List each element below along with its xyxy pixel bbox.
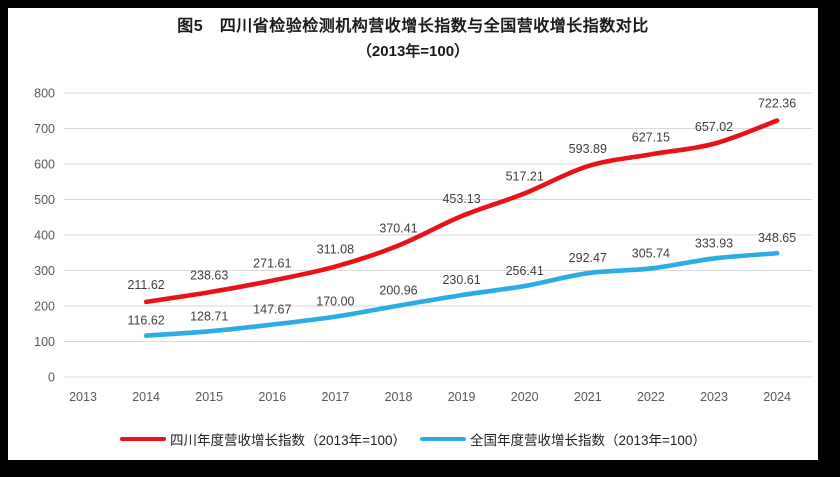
data-label: 657.02	[695, 120, 733, 134]
data-label: 593.89	[569, 142, 607, 156]
data-label: 256.41	[506, 264, 544, 278]
chart-canvas: 图5 四川省检验检测机构营收增长指数与全国营收增长指数对比 （2013年=100…	[8, 8, 818, 460]
x-axis-tick-label: 2019	[448, 390, 476, 404]
data-label: 722.36	[758, 97, 796, 111]
x-axis-tick-label: 2018	[385, 390, 413, 404]
x-axis-tick-label: 2016	[258, 390, 286, 404]
x-axis-tick-label: 2021	[574, 390, 602, 404]
y-axis-tick-label: 400	[34, 229, 55, 243]
data-label: 333.93	[695, 236, 733, 250]
y-axis-tick-label: 0	[48, 371, 55, 385]
data-label: 311.08	[317, 243, 354, 257]
sichuan-line-swatch-icon	[120, 436, 167, 442]
y-axis-tick-label: 500	[34, 193, 55, 207]
y-axis-tick-label: 700	[34, 122, 55, 136]
chart-legend: 四川年度营收增长指数（2013年=100） 全国年度营收增长指数（2013年=1…	[8, 429, 818, 449]
data-label: 453.13	[442, 192, 480, 206]
data-label: 116.62	[127, 314, 164, 328]
data-label: 170.00	[316, 295, 354, 309]
data-label: 292.47	[569, 251, 607, 265]
legend-item-sichuan: 四川年度营收增长指数（2013年=100）	[120, 429, 406, 449]
sichuan-index-line	[143, 118, 780, 305]
y-axis-tick-label: 100	[34, 335, 55, 349]
legend-label-national: 全国年度营收增长指数（2013年=100）	[470, 433, 706, 448]
data-label: 305.74	[632, 246, 670, 260]
x-axis-tick-label: 2024	[763, 390, 791, 404]
x-axis-tick-label: 2014	[132, 390, 160, 404]
data-label: 147.67	[253, 303, 291, 317]
x-axis-tick-label: 2017	[321, 390, 349, 404]
national-line-swatch-icon	[420, 436, 466, 442]
data-label: 271.61	[253, 257, 291, 271]
legend-item-national: 全国年度营收增长指数（2013年=100）	[420, 429, 706, 449]
y-axis-tick-label: 200	[34, 300, 55, 314]
y-axis-tick-label: 300	[34, 264, 55, 278]
x-axis-tick-label: 2020	[511, 390, 539, 404]
x-axis-tick-label: 2015	[195, 390, 223, 404]
x-axis-tick-label: 2013	[69, 390, 97, 404]
data-label: 517.21	[506, 169, 544, 183]
x-axis-tick-label: 2022	[637, 390, 665, 404]
chart-title: 图5 四川省检验检测机构营收增长指数与全国营收增长指数对比 （2013年=100…	[8, 15, 818, 63]
y-axis-tick-label: 800	[34, 87, 55, 101]
data-label: 370.41	[379, 222, 417, 236]
data-label: 238.63	[190, 268, 228, 282]
data-label: 230.61	[442, 273, 480, 287]
chart-title-line2: （2013年=100）	[356, 42, 470, 60]
chart-title-line1: 图5 四川省检验检测机构营收增长指数与全国营收增长指数对比	[177, 18, 649, 35]
data-label: 211.62	[127, 278, 164, 292]
data-label: 627.15	[632, 130, 670, 144]
y-axis-tick-label: 600	[34, 158, 55, 172]
national-index-line	[143, 250, 780, 338]
line-chart-plot: 0 100 200 300 400 500 600 700 800 2013 2014 2015 201…	[34, 87, 812, 404]
data-label: 200.96	[379, 284, 417, 298]
x-axis-tick-label: 2023	[700, 390, 728, 404]
legend-label-sichuan: 四川年度营收增长指数（2013年=100）	[170, 433, 406, 448]
data-label: 128.71	[190, 309, 228, 323]
data-label: 348.65	[758, 231, 796, 245]
